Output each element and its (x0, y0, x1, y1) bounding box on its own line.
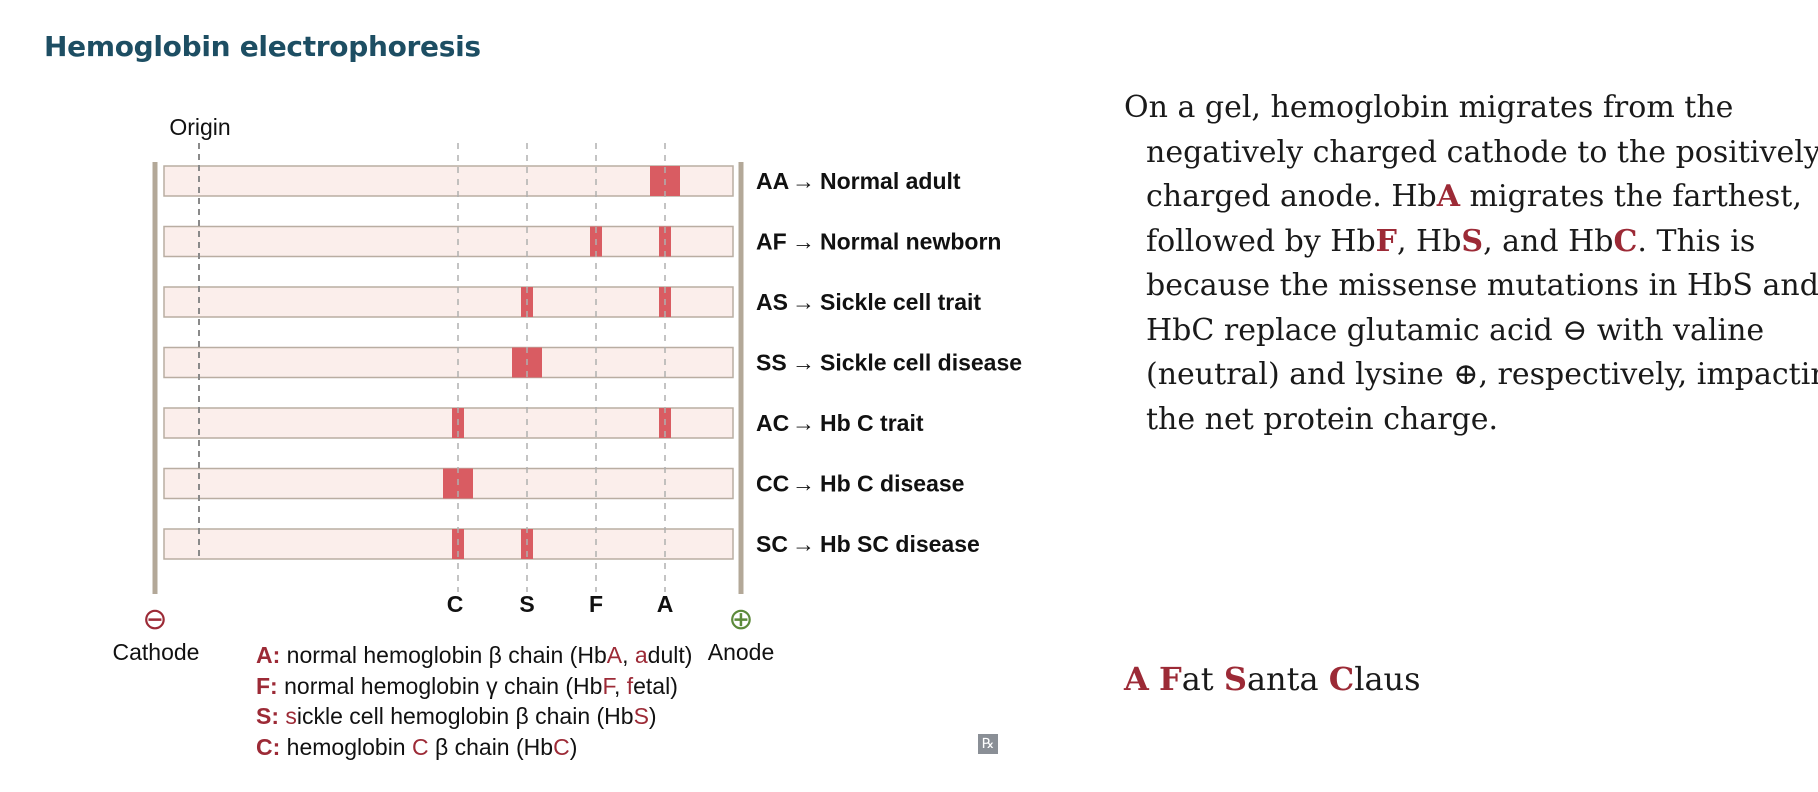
lane-genotype: CC (756, 471, 789, 497)
explanation-line: because the missense mutations in HbS an… (1146, 268, 1818, 303)
gel-lane (163, 528, 734, 560)
lane-arrow: → (792, 168, 815, 194)
gel-lane (163, 225, 734, 258)
lane-description: Hb SC disease (820, 531, 980, 557)
legend-row: C: hemoglobin C β chain (HbC) (256, 733, 578, 760)
lane-arrow: → (792, 410, 815, 436)
explanation-line: the net protein charge. (1146, 401, 1499, 437)
column-label-C: C (447, 591, 464, 617)
anode-label: Anode (708, 639, 775, 665)
lane-arrow: → (792, 350, 815, 376)
lane-arrow: → (792, 229, 815, 255)
legend-row: F: normal hemoglobin γ chain (HbF, fetal… (256, 672, 678, 699)
lane-arrow: → (792, 289, 815, 315)
page-title: Hemoglobin electrophoresis (44, 30, 481, 63)
lane-genotype: SC (756, 531, 788, 557)
gel-lane (163, 165, 734, 197)
lane-arrow: → (792, 471, 815, 497)
lane-genotype: AF (756, 229, 787, 255)
column-label-A: A (657, 591, 674, 617)
lane-genotype: AS (756, 289, 788, 315)
explanation-line: HbC replace glutamic acid ⊖ with valine (1146, 312, 1765, 348)
legend: A: normal hemoglobin β chain (HbA, adult… (256, 640, 692, 762)
legend-row: S: sickle cell hemoglobin β chain (HbS) (256, 703, 657, 729)
lane-description: Sickle cell disease (820, 350, 1022, 376)
explanation-line: (neutral) and lysine ⊕, respectively, im… (1146, 357, 1818, 392)
mnemonic: A Fat Santa Claus (1124, 660, 1421, 698)
gel-lane (163, 286, 734, 318)
lane-genotype: SS (756, 350, 787, 376)
lane-arrow: → (792, 531, 815, 557)
origin-label: Origin (169, 114, 230, 140)
legend-row: A: normal hemoglobin β chain (HbA, adult… (256, 642, 693, 668)
explanation-line: followed by HbF, HbS, and HbC. This is (1146, 223, 1756, 259)
lane-description: Normal newborn (820, 229, 1001, 255)
gel-lane (163, 407, 734, 439)
lane-description: Sickle cell trait (820, 289, 981, 315)
gel-lane (163, 346, 734, 379)
lane-description: Hb C disease (820, 471, 964, 497)
lane-description: Hb C trait (820, 410, 924, 436)
anode-symbol: ⊕ (728, 603, 753, 636)
rx-badge-icon: ℞ (978, 734, 998, 754)
explanation-line: On a gel, hemoglobin migrates from the (1124, 90, 1734, 125)
lane-genotype: AA (756, 168, 789, 194)
cathode-symbol: ⊖ (142, 603, 167, 636)
explanation-line: charged anode. HbA migrates the farthest… (1146, 179, 1802, 214)
lane-genotype: AC (756, 410, 789, 436)
column-label-F: F (589, 591, 603, 617)
electrophoresis-gel: Origin ⊖ ⊕ Cathode Anode AAA→Normal adul… (113, 114, 1023, 665)
lane-description: Normal adult (820, 168, 961, 194)
cathode-label: Cathode (113, 639, 200, 665)
explanation-text: On a gel, hemoglobin migrates from the n… (1124, 86, 1818, 442)
column-label-S: S (519, 591, 534, 617)
explanation-line: negatively charged cathode to the positi… (1146, 134, 1818, 170)
